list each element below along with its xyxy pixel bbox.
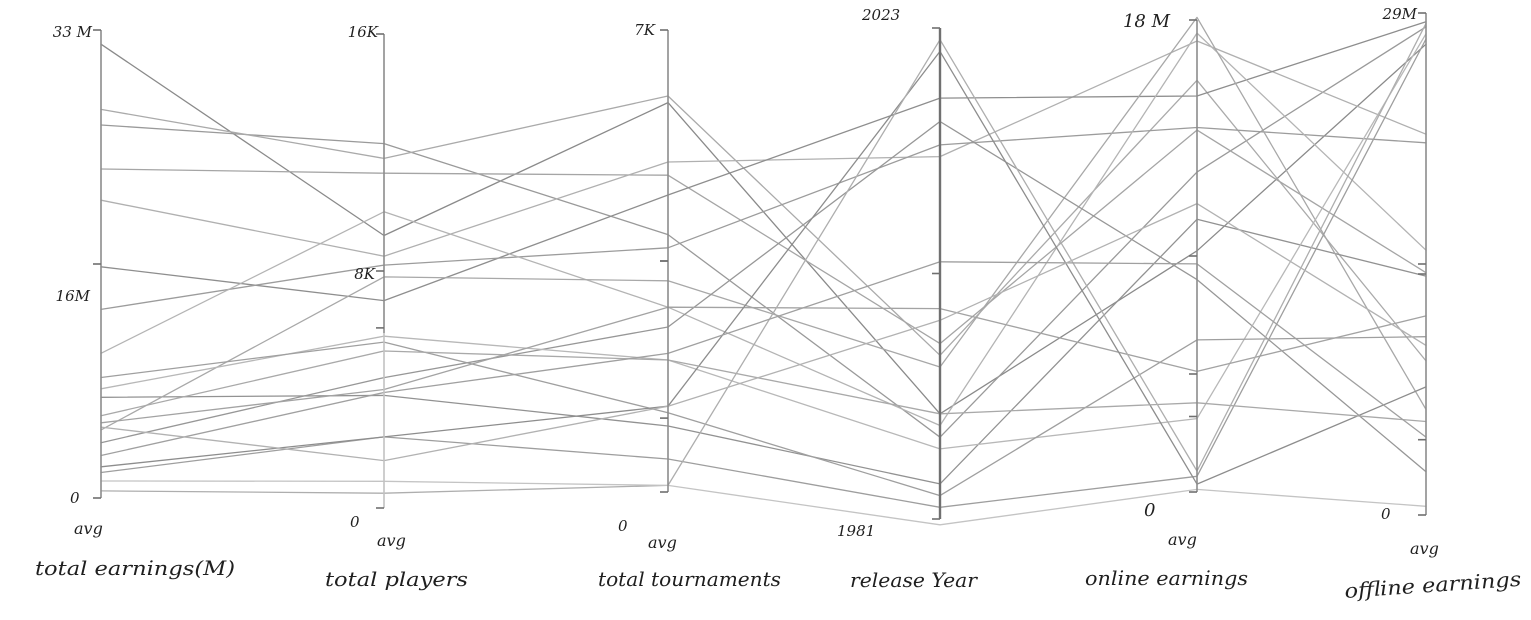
series-line-2 (100, 26, 1427, 438)
series-line-16 (100, 50, 1427, 485)
series-line-7 (100, 126, 1427, 311)
axis-max-label: 2023 (861, 6, 900, 24)
axis-name-total-earnings: total earnings(M) (35, 556, 235, 580)
axis-name-online-earnings: online earnings (1085, 566, 1248, 590)
axis-min-label: 0 (1144, 500, 1155, 521)
axis-max-label: 16K (348, 23, 379, 41)
axis-ticks (93, 12, 1426, 520)
axis-name-total-players: total players (325, 567, 468, 591)
axis-avg-label: avg (1410, 539, 1439, 558)
axis-total-players: 16K 8K 0 avg total players (325, 23, 468, 591)
axis-max-label: 33 M (53, 23, 93, 41)
series-line-15 (100, 38, 1427, 508)
axis-avg-label: avg (74, 519, 103, 538)
axis-avg-label: avg (1168, 530, 1197, 549)
series-line-8 (100, 32, 1427, 427)
series-line-6 (100, 21, 1427, 302)
axis-max-label: 29M (1382, 5, 1418, 23)
axis-mid-label: 16M (56, 287, 91, 305)
series-line-11 (100, 120, 1427, 473)
series-line-18 (100, 22, 1427, 494)
series-lines (100, 16, 1427, 526)
axis-name-offline-earnings: offline earnings (1344, 567, 1522, 603)
series-line-3 (100, 79, 1427, 362)
series-line-12 (100, 33, 1427, 450)
axis-min-label: 0 (618, 517, 628, 535)
axis-release-year: 2023 1981 release Year (837, 6, 978, 592)
series-line-4 (100, 129, 1427, 345)
series-line-21 (100, 202, 1427, 462)
axis-min-label: 0 (70, 489, 80, 507)
series-line-17 (100, 350, 1427, 423)
axis-name-total-tournaments: total tournaments (598, 567, 781, 591)
series-line-5 (100, 40, 1427, 257)
axis-online-earnings: 18 M 0 avg online earnings (1085, 11, 1248, 590)
series-line-10 (100, 16, 1427, 431)
axis-max-label: 18 M (1123, 11, 1171, 32)
series-line-9 (100, 218, 1427, 485)
axis-mid-label: 8K (354, 265, 376, 283)
series-line-1 (100, 43, 1427, 415)
axis-avg-label: avg (377, 531, 406, 550)
series-line-20 (100, 261, 1427, 457)
series-line-13 (100, 336, 1427, 497)
axis-avg-label: avg (648, 533, 677, 552)
axis-min-label: 0 (1381, 505, 1391, 523)
axis-total-tournaments: 7K 0 avg total tournaments (598, 21, 781, 591)
axis-min-label: 0 (350, 513, 360, 531)
series-line-19 (100, 480, 1427, 526)
axis-max-label: 7K (634, 21, 656, 39)
axis-name-release-year: release Year (850, 568, 978, 592)
axis-min-label: 1981 (837, 522, 875, 540)
